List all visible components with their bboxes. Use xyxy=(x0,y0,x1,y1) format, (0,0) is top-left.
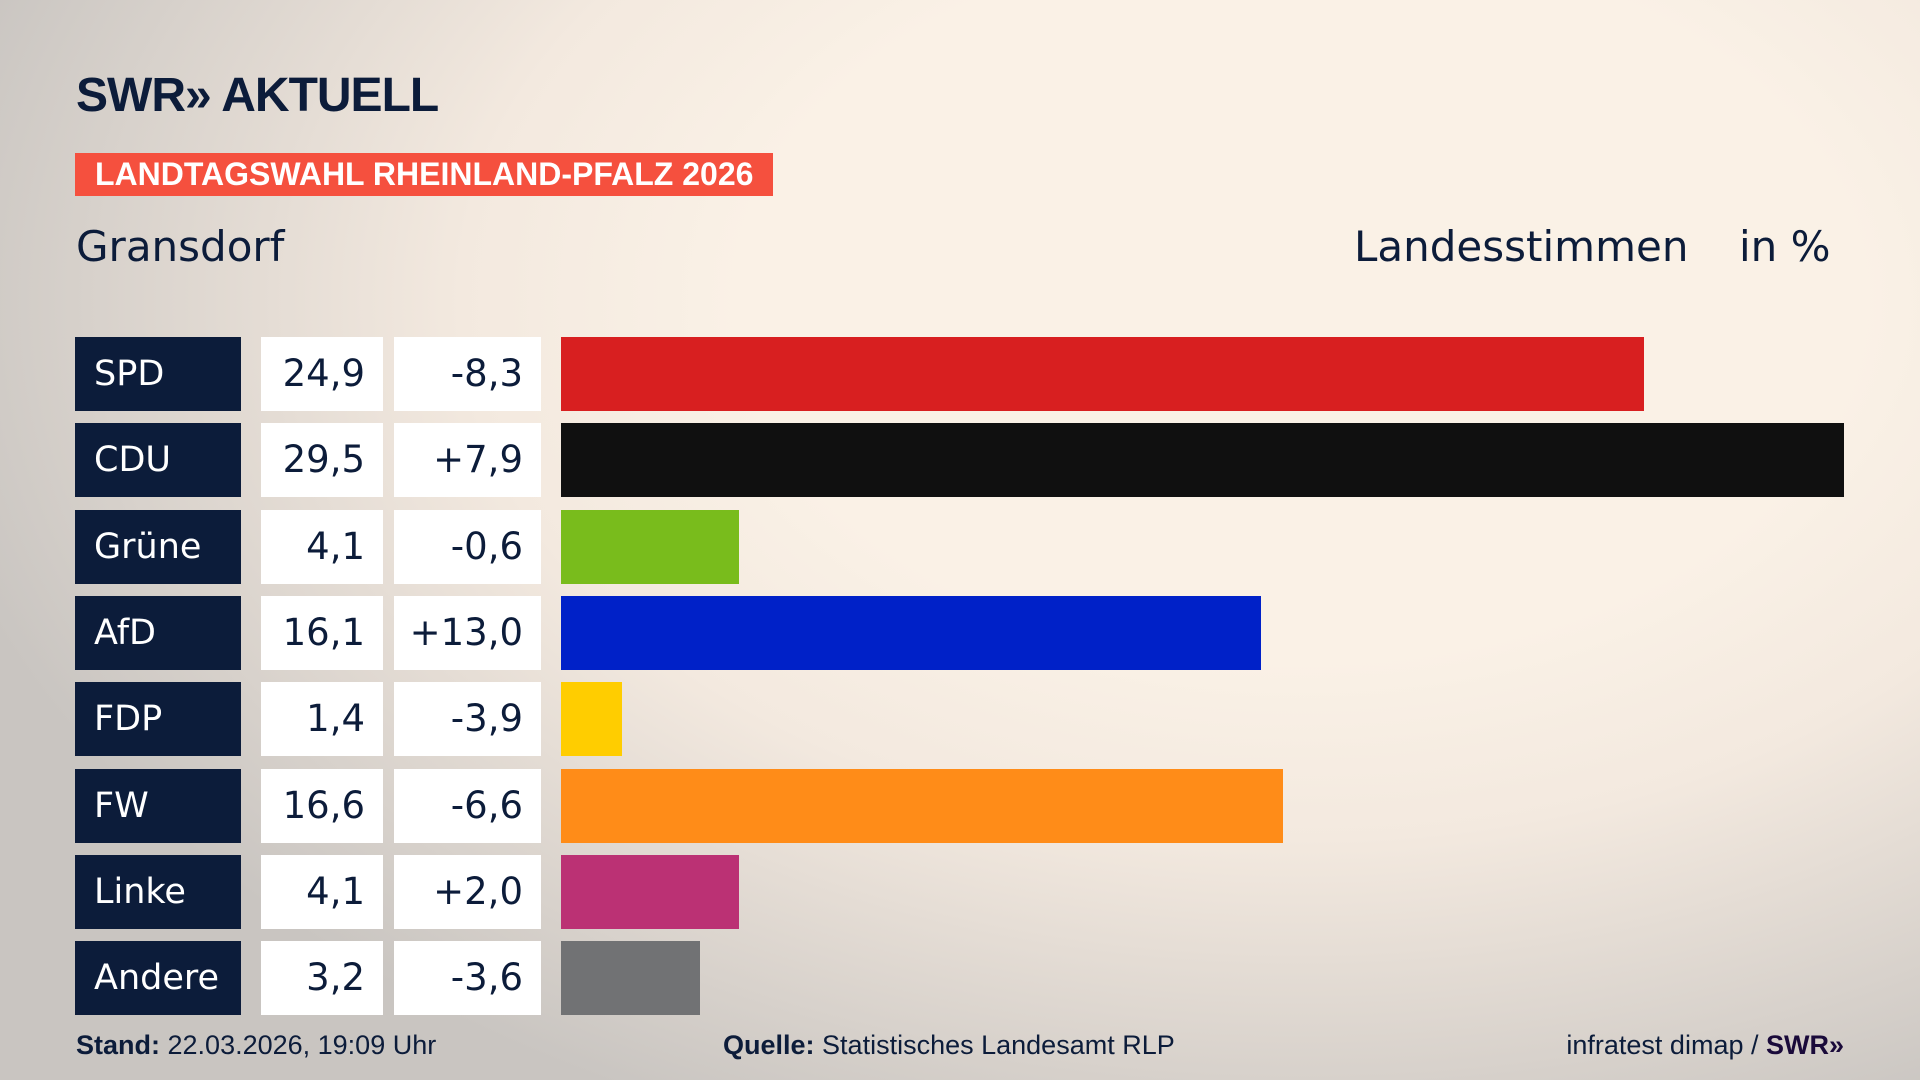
value-label: 29,5 xyxy=(261,423,383,498)
party-label: Grüne xyxy=(75,509,241,584)
party-label: CDU xyxy=(75,423,241,498)
diff-label: -0,6 xyxy=(394,509,541,584)
diff-label: +13,0 xyxy=(394,595,541,670)
value-label: 4,1 xyxy=(261,854,383,929)
value-label: 16,6 xyxy=(261,768,383,843)
bar-afd xyxy=(561,595,1262,670)
chart-row-spd: SPD 24,9 -8,3 xyxy=(0,337,1920,411)
credit-text: infratest dimap / xyxy=(1566,1030,1766,1060)
election-banner: LANDTAGSWAHL RHEINLAND-PFALZ 2026 xyxy=(75,153,774,196)
bar-spd xyxy=(561,337,1644,411)
bar-fdp xyxy=(561,682,622,757)
party-label: Andere xyxy=(75,941,241,1016)
source-label: Quelle: xyxy=(723,1030,815,1060)
bar-cdu xyxy=(561,423,1844,498)
bar-linke xyxy=(561,854,740,929)
source: Quelle: Statistisches Landesamt RLP xyxy=(723,1030,1175,1061)
party-label: SPD xyxy=(75,337,241,411)
chart-row-fw: FW 16,6 -6,6 xyxy=(0,768,1920,843)
source-value: Statistisches Landesamt RLP xyxy=(822,1030,1175,1060)
diff-label: +7,9 xyxy=(394,423,541,498)
chart-row-afd: AfD 16,1 +13,0 xyxy=(0,595,1920,670)
diff-label: +2,0 xyxy=(394,854,541,929)
chart-row-linke: Linke 4,1 +2,0 xyxy=(0,854,1920,929)
value-label: 16,1 xyxy=(261,595,383,670)
chart-row-grüne: Grüne 4,1 -0,6 xyxy=(0,509,1920,584)
vote-type-label: Landesstimmen xyxy=(1354,222,1689,271)
chart-row-cdu: CDU 29,5 +7,9 xyxy=(0,423,1920,498)
party-label: Linke xyxy=(75,854,241,929)
value-label: 3,2 xyxy=(261,941,383,1016)
value-label: 1,4 xyxy=(261,682,383,757)
stand-label: Stand: xyxy=(76,1030,160,1060)
party-label: AfD xyxy=(75,595,241,670)
party-label: FDP xyxy=(75,682,241,757)
unit-label: in % xyxy=(1739,222,1831,271)
timestamp: Stand: 22.03.2026, 19:09 Uhr xyxy=(76,1030,436,1061)
diff-label: -6,6 xyxy=(394,768,541,843)
value-label: 4,1 xyxy=(261,509,383,584)
bar-grüne xyxy=(561,509,740,584)
party-label: FW xyxy=(75,768,241,843)
swr-logo: SWR» xyxy=(1765,1030,1844,1060)
stand-value: 22.03.2026, 19:09 Uhr xyxy=(167,1030,437,1060)
credit: infratest dimap / SWR» xyxy=(1566,1030,1844,1061)
swr-aktuell-logo: SWR» AKTUELL xyxy=(76,69,439,122)
chart-row-andere: Andere 3,2 -3,6 xyxy=(0,941,1920,1016)
diff-label: -3,9 xyxy=(394,682,541,757)
diff-label: -3,6 xyxy=(394,941,541,1016)
value-label: 24,9 xyxy=(261,337,383,411)
bar-fw xyxy=(561,768,1283,843)
bar-andere xyxy=(561,941,701,1016)
diff-label: -8,3 xyxy=(394,337,541,411)
chart-row-fdp: FDP 1,4 -3,9 xyxy=(0,682,1920,757)
place-title: Gransdorf xyxy=(76,222,285,271)
